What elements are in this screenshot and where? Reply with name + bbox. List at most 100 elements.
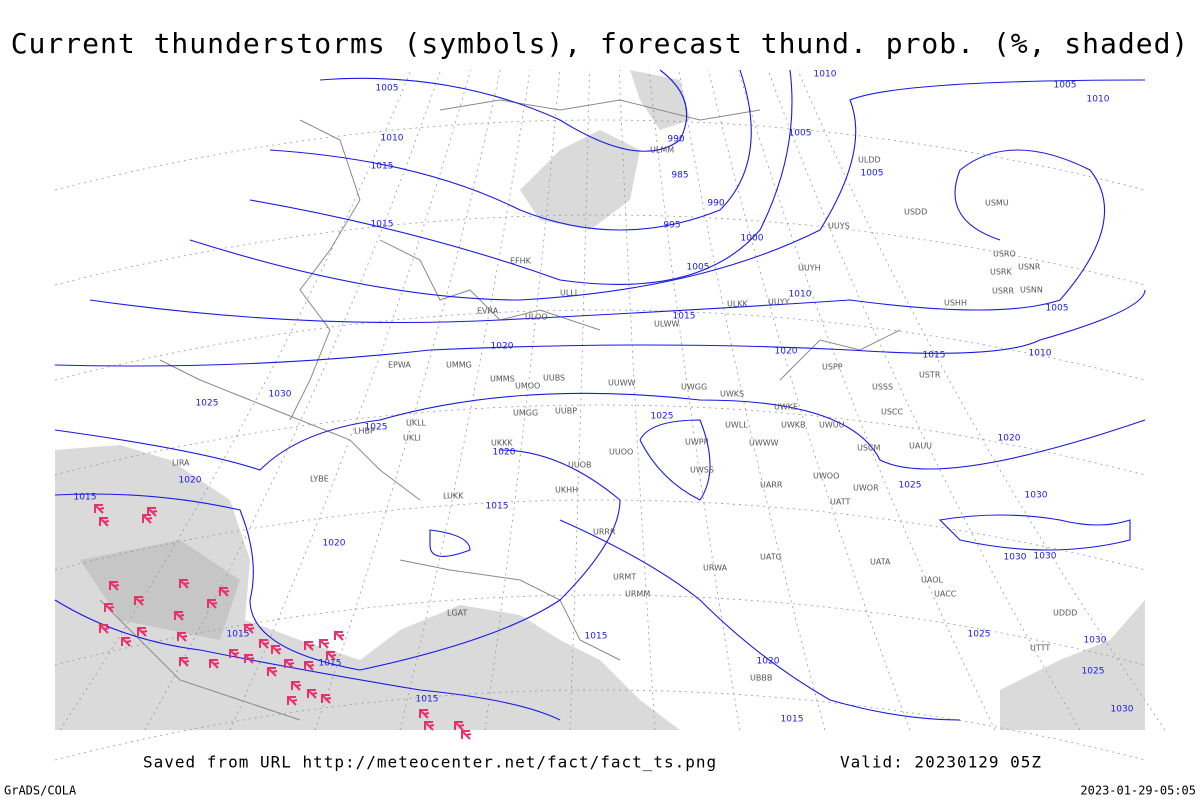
station-code: UKKK [491,439,513,448]
isobar [429,529,471,557]
isobar-label: 1025 [651,412,674,422]
isobar-label: 1005 [861,169,884,179]
isobar-label: 1000 [741,234,764,244]
isobar-label: 1020 [491,342,514,352]
isobar-label: 1010 [789,290,812,300]
thunderstorm-symbol [419,709,430,719]
isobar-label: 1015 [781,715,804,725]
graticule-line [399,69,531,731]
station-code: USTR [919,371,941,380]
thunderstorm-symbol [219,587,230,597]
isobar [269,69,752,231]
timestamp: 2023-01-29-05:05 [1080,784,1196,798]
isobar-label: 1030 [269,390,292,400]
thunderstorm-symbol [244,654,255,664]
thunderstorm-symbol [99,517,110,527]
station-code: UMGG [513,409,538,418]
probability-shading [1000,600,1145,730]
isobar-label: 1020 [179,476,202,486]
station-code: UAOL [921,576,943,585]
station-code: UWLL [725,421,748,430]
isobar [54,289,1146,367]
isobar-label: 1020 [757,657,780,667]
thunderstorm-symbol [284,659,295,669]
station-code: LYBE [310,475,329,484]
station-code: UWSS [690,466,714,475]
station-code: UDDD [1053,609,1077,618]
isobar-label: 1020 [493,448,516,458]
graticule-line [54,309,1146,381]
station-code: UUBP [555,407,577,416]
isobar-label: 1030 [1111,705,1134,715]
station-code: ULLI [560,289,577,298]
isobar-label: 1015 [585,632,608,642]
station-code: UUOB [568,461,592,470]
thunderstorm-symbol [134,596,145,606]
isobar-label: 1015 [227,630,250,640]
probability-shading [630,70,690,130]
thunderstorm-symbol [304,641,315,651]
isobar-label: 1020 [323,539,346,549]
station-code: EVRA [477,307,499,316]
isobar-label: 1010 [381,134,404,144]
station-code: UWOR [853,484,879,493]
thunderstorm-symbol [321,694,332,704]
thunderstorm-symbol [267,667,278,677]
isobar-label: 1015 [319,659,342,669]
thunderstorm-symbol [304,661,315,671]
isobar-label: 1010 [814,70,837,80]
station-code: USMU [985,199,1009,208]
thunderstorm-symbol [137,627,148,637]
station-code: UWOO [813,472,839,481]
coastline [99,599,301,721]
station-code: URWA [703,564,728,573]
thunderstorm-symbol [326,651,337,661]
thunderstorm-symbol [319,639,330,649]
thunderstorm-symbol [271,645,282,655]
source-url: Saved from URL http://meteocenter.net/fa… [143,753,717,772]
station-code: URRR [593,528,616,537]
thunderstorm-symbol [94,504,105,514]
title: Current thunderstorms (symbols), forecas… [11,27,1190,60]
isobar-label: 1025 [365,423,388,433]
station-code: USRO [993,250,1016,259]
isobar-label: 1030 [1004,553,1027,563]
station-code: UMOO [515,382,540,391]
coastline [779,329,901,381]
isobar-label: 1015 [371,162,394,172]
isobar-label: 1020 [998,434,1021,444]
isobar-label: 1030 [1084,636,1107,646]
thunderstorm-symbol [229,649,240,659]
thunderstorm-symbol [179,579,190,589]
isobar [54,449,621,671]
valid-time: Valid: 20230129 05Z [840,753,1042,772]
isobar-label: 1030 [1025,491,1048,501]
isobar-label: 1010 [1029,349,1052,359]
station-code: UKLI [403,434,421,443]
isobar-label: 1015 [923,351,946,361]
graticule-line [484,69,561,731]
isobar-label: 1020 [775,347,798,357]
station-code: UWKE [774,403,798,412]
isobar [249,69,793,285]
thunderstorm-symbol [99,624,110,634]
station-code: USNN [1020,286,1043,295]
isobar-label: 1025 [1082,667,1105,677]
isobar [639,419,711,501]
station-code: UAUU [909,442,932,451]
graticule-line [678,69,826,731]
probability-shading [80,540,240,640]
station-code: USHH [944,299,967,308]
station-code: UWUU [819,421,845,430]
thunderstorm-symbol [142,514,153,524]
graticule-line [54,594,1146,666]
isobar-label: 1025 [899,481,922,491]
station-code: ULDD [858,156,881,165]
station-code: UWGG [681,383,707,392]
isobar-label: 1030 [1034,552,1057,562]
graticule-line [229,69,471,731]
graticule-line [54,499,1146,571]
isobar-label: 1015 [371,220,394,230]
thunderstorm-symbol [334,631,345,641]
station-code: UWPP [685,438,709,447]
